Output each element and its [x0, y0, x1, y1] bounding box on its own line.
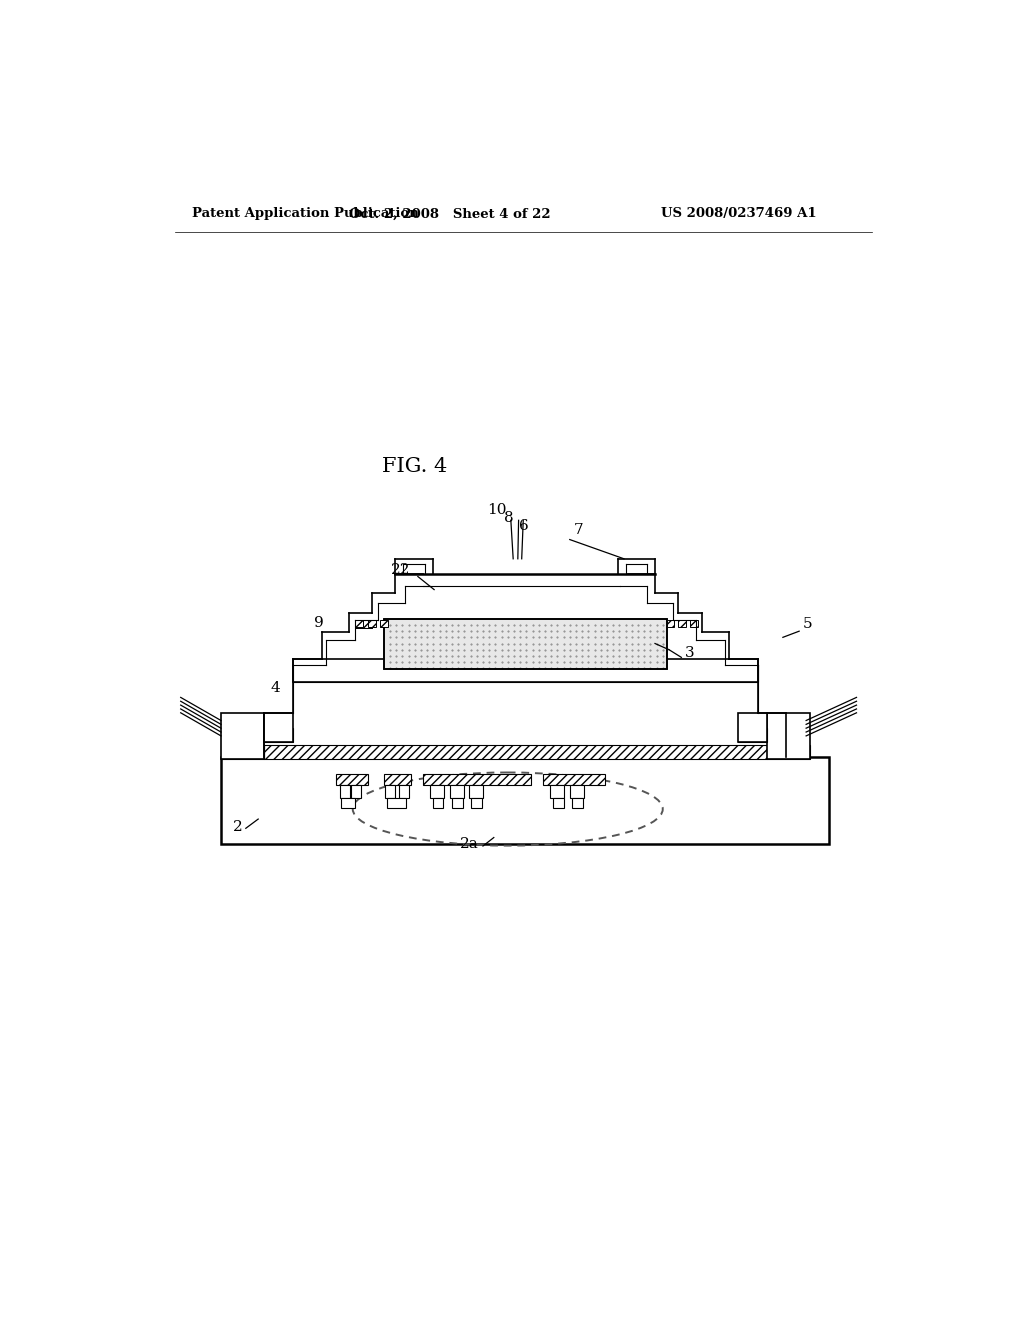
Bar: [767, 713, 810, 759]
Text: FIG. 4: FIG. 4: [382, 457, 447, 477]
Bar: [384, 619, 667, 669]
Bar: [355, 620, 372, 628]
Bar: [340, 785, 349, 797]
Bar: [550, 785, 564, 797]
Bar: [263, 729, 293, 742]
Bar: [369, 620, 376, 627]
Bar: [738, 729, 767, 742]
Bar: [263, 744, 767, 759]
Text: 5: 5: [802, 618, 812, 631]
Bar: [351, 785, 361, 797]
Bar: [380, 620, 388, 627]
Bar: [263, 713, 293, 742]
Bar: [553, 797, 563, 808]
Bar: [678, 620, 686, 627]
Text: 9: 9: [314, 615, 324, 630]
Bar: [385, 785, 394, 797]
Bar: [221, 744, 263, 759]
Bar: [384, 775, 411, 785]
Bar: [423, 775, 531, 785]
Bar: [384, 619, 667, 669]
Bar: [221, 713, 263, 759]
Bar: [293, 665, 758, 682]
Bar: [667, 620, 675, 627]
Text: 2a: 2a: [460, 837, 478, 850]
Bar: [355, 620, 362, 627]
Text: 6: 6: [519, 519, 529, 532]
Text: 3: 3: [684, 647, 694, 660]
Bar: [767, 744, 810, 759]
Text: Patent Application Publication: Patent Application Publication: [191, 207, 418, 220]
Bar: [336, 775, 369, 785]
Bar: [432, 797, 443, 808]
Bar: [355, 620, 372, 628]
Bar: [450, 785, 464, 797]
Bar: [355, 620, 372, 628]
Bar: [341, 797, 355, 808]
Text: Oct. 2, 2008   Sheet 4 of 22: Oct. 2, 2008 Sheet 4 of 22: [349, 207, 551, 220]
Text: US 2008/0237469 A1: US 2008/0237469 A1: [662, 207, 817, 220]
Bar: [387, 797, 407, 808]
Bar: [471, 797, 482, 808]
Text: 10: 10: [486, 503, 506, 517]
Text: 2: 2: [232, 820, 243, 834]
Bar: [452, 797, 463, 808]
Bar: [569, 785, 584, 797]
Bar: [430, 785, 444, 797]
Bar: [293, 659, 758, 682]
Bar: [221, 758, 828, 843]
Text: 4: 4: [270, 681, 280, 696]
Text: 7: 7: [573, 523, 584, 537]
Text: 22: 22: [391, 564, 411, 577]
Bar: [543, 775, 604, 785]
Bar: [469, 785, 483, 797]
Bar: [572, 797, 583, 808]
Text: 8: 8: [505, 511, 514, 525]
Bar: [399, 785, 409, 797]
Bar: [738, 713, 767, 742]
Bar: [690, 620, 697, 627]
